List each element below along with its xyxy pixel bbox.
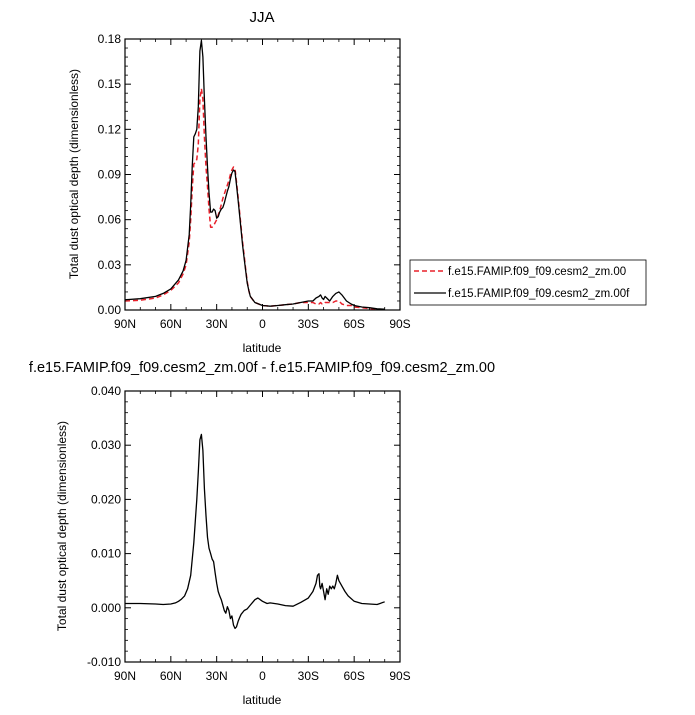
- bottom-x-tick-label: 90N: [114, 669, 136, 683]
- top-x-tick-label: 30S: [298, 317, 319, 331]
- top-x-axis-label: latitude: [243, 341, 282, 355]
- bottom-y-tick-label: 0.010: [91, 547, 121, 561]
- bottom-x-tick-label: 30N: [206, 669, 228, 683]
- legend-label-series-2: f.e15.FAMIP.f09_f09.cesm2_zm.00f: [448, 288, 630, 300]
- bottom-x-tick-label: 60N: [160, 669, 182, 683]
- top-x-tick-label: 0: [259, 317, 266, 331]
- bottom-y-tick-label: 0.030: [91, 438, 121, 452]
- top-x-tick-label: 30N: [206, 317, 228, 331]
- top-y-tick-label: 0.18: [98, 32, 122, 46]
- top-x-tick-label: 60S: [343, 317, 364, 331]
- top-x-tick-label: 90N: [114, 317, 136, 331]
- bottom-x-tick-label: 90S: [389, 669, 410, 683]
- top-x-tick-label: 90S: [389, 317, 410, 331]
- bottom-series-line-1: [125, 433, 385, 630]
- top-y-tick-label: 0.03: [98, 258, 122, 272]
- bottom-chart-title: f.e15.FAMIP.f09_f09.cesm2_zm.00f - f.e15…: [29, 360, 495, 376]
- top-series-line-2: [124, 39, 385, 310]
- top-y-tick-label: 0.06: [98, 213, 122, 227]
- top-plot-frame: [124, 38, 401, 311]
- top-series-line-1: [124, 87, 385, 311]
- bottom-plot-frame: [124, 390, 401, 663]
- top-y-ticks: 0.00 0.03 0.06 0.09 0.12 0.15 0.18: [98, 32, 400, 317]
- top-y-tick-label: 0.09: [98, 168, 122, 182]
- legend-label-series-1: f.e15.FAMIP.f09_f09.cesm2_zm.00: [448, 266, 626, 278]
- bottom-x-axis-label: latitude: [243, 693, 282, 707]
- bottom-chart-panel: f.e15.FAMIP.f09_f09.cesm2_zm.00f - f.e15…: [29, 360, 495, 707]
- bottom-y-tick-label: 0.000: [91, 601, 121, 615]
- bottom-x-tick-label: 60S: [343, 669, 364, 683]
- top-x-ticks: 90N 60N 30N 0 30S 60S 90S: [114, 39, 411, 331]
- bottom-y-tick-label: 0.040: [91, 384, 121, 398]
- legend: f.e15.FAMIP.f09_f09.cesm2_zm.00 f.e15.FA…: [409, 259, 647, 306]
- bottom-y-axis-label: Total dust optical depth (dimensionless): [55, 421, 69, 631]
- top-y-tick-label: 0.12: [98, 122, 122, 136]
- top-chart-panel: JJA 0.00 0.03 0.06 0.09 0.12 0.15 0.18 90N 60N 3…: [67, 9, 411, 355]
- top-y-tick-label: 0.00: [98, 303, 122, 317]
- bottom-series-layer: [125, 433, 385, 630]
- bottom-y-tick-label: -0.010: [87, 655, 121, 669]
- top-chart-title: JJA: [249, 9, 274, 26]
- legend-box: [409, 259, 647, 306]
- top-x-tick-label: 60N: [160, 317, 182, 331]
- bottom-x-tick-label: 30S: [298, 669, 319, 683]
- bottom-y-ticks: -0.010 0.000 0.010 0.020 0.030 0.040: [87, 384, 400, 669]
- top-y-tick-label: 0.15: [98, 77, 122, 91]
- top-series-layer: [124, 39, 385, 311]
- bottom-x-ticks: 90N 60N 30N 0 30S 60S 90S: [114, 391, 411, 683]
- bottom-x-tick-label: 0: [259, 669, 266, 683]
- top-y-axis-label: Total dust optical depth (dimensionless): [67, 69, 81, 279]
- bottom-y-tick-label: 0.020: [91, 492, 121, 506]
